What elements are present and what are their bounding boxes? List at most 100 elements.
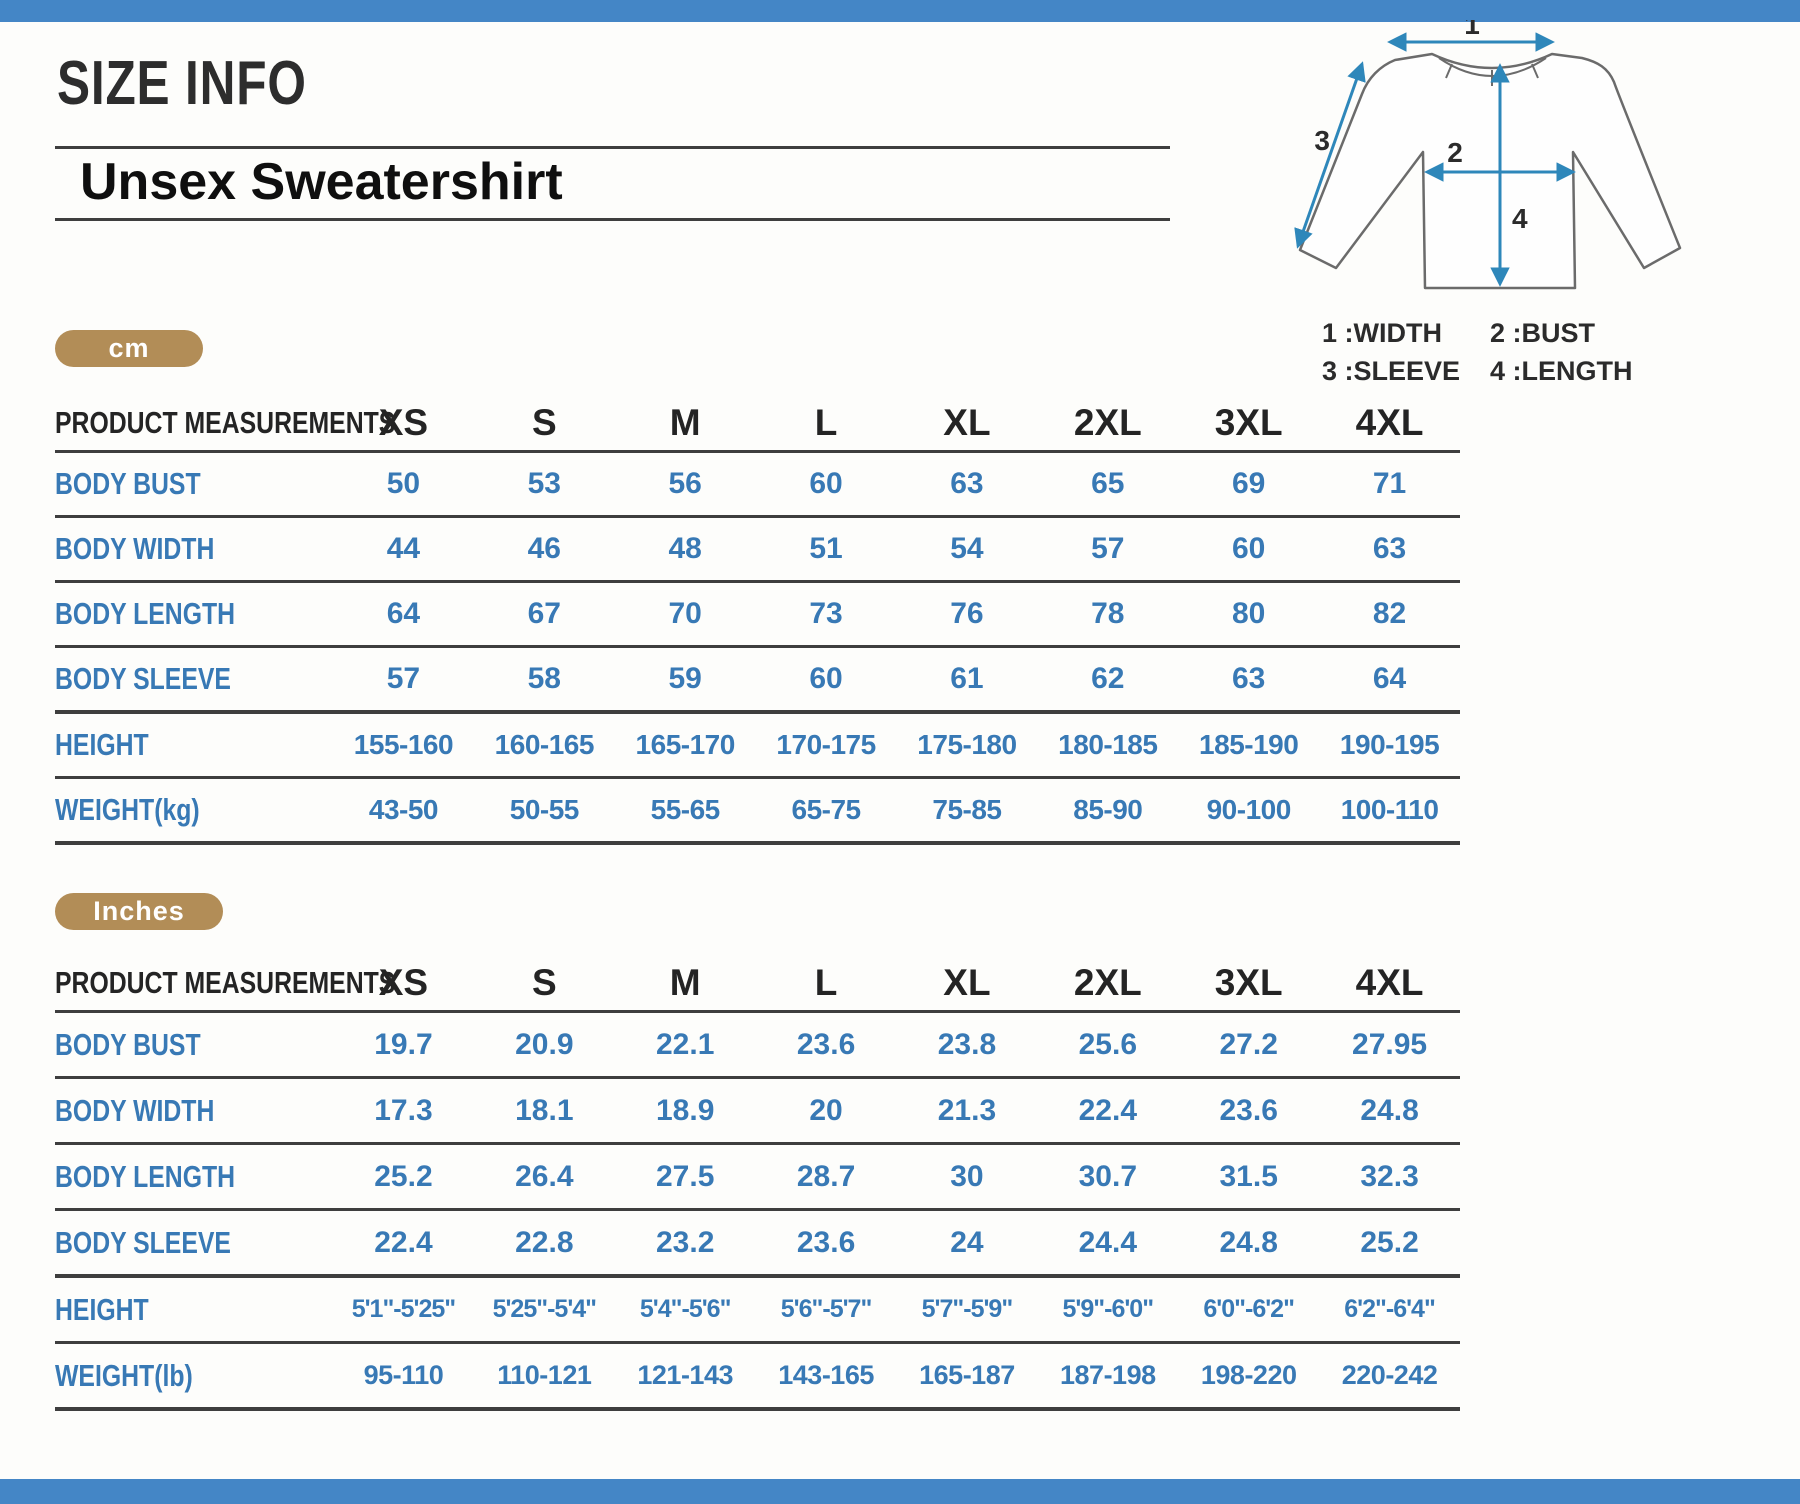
size-value: 64: [333, 581, 474, 648]
size-value: 180-185: [1037, 712, 1179, 779]
size-value: 32.3: [1319, 1143, 1460, 1211]
size-value: 65-75: [755, 777, 897, 845]
page-title-text: SIZE INFO: [57, 49, 307, 118]
size-column-header-3xl: 3XL: [1178, 395, 1320, 453]
sweatshirt-measurement-diagram: 1 2 3 4 1 :WIDTH 2 :BUST 3 :SLEEVE 4 :LE…: [1140, 9, 1760, 387]
size-value: 57: [333, 646, 474, 714]
size-table-header-row: PRODUCT MEASUREMENTS XS S M L XL 2XL 3XL 4XL: [55, 955, 1460, 1013]
row-label: BODY BUST: [55, 1011, 333, 1079]
size-value: 60: [1178, 516, 1320, 583]
size-value: 5'9"-6'0": [1037, 1276, 1179, 1344]
size-value: 50: [333, 451, 474, 518]
size-value: 165-187: [896, 1342, 1038, 1411]
measurements-column-header: PRODUCT MEASUREMENTS: [55, 955, 395, 1013]
size-value: 18.9: [614, 1077, 756, 1145]
row-label: BODY BUST: [55, 451, 333, 518]
inches-section: Inches PRODUCT MEASUREMENTS XS S M L XL 2XL 3XL…: [55, 893, 1460, 1411]
size-value: 57: [1037, 516, 1179, 583]
size-value: 17.3: [333, 1077, 474, 1145]
size-column-header-2xl: 2XL: [1037, 395, 1179, 453]
size-column-header-4xl: 4XL: [1319, 395, 1460, 453]
size-table-header-row: PRODUCT MEASUREMENTS XS S M L XL 2XL 3XL 4XL: [55, 395, 1460, 453]
size-column-header-s: S: [473, 395, 615, 453]
size-value: 60: [755, 646, 897, 714]
row-label: BODY SLEEVE: [55, 646, 333, 714]
size-value: 20.9: [473, 1011, 615, 1079]
size-value: 18.1: [473, 1077, 615, 1145]
size-value: 95-110: [333, 1342, 474, 1411]
size-value: 6'0"-6'2": [1178, 1276, 1320, 1344]
size-value: 50-55: [473, 777, 615, 845]
size-column-header-xl: XL: [896, 395, 1038, 453]
size-value: 48: [614, 516, 756, 583]
size-value: 5'6"-5'7": [755, 1276, 897, 1344]
size-value: 70: [614, 581, 756, 648]
size-value: 5'4"-5'6": [614, 1276, 756, 1344]
row-label: HEIGHT: [55, 1276, 333, 1344]
size-value: 19.7: [333, 1011, 474, 1079]
size-value: 23.6: [1178, 1077, 1320, 1145]
size-value: 82: [1319, 581, 1460, 648]
size-column-header-m: M: [614, 395, 756, 453]
size-value: 90-100: [1178, 777, 1320, 845]
table-row: BODY LENGTH 25.2 26.4 27.5 28.7 30 30.7 31.5 32.…: [55, 1143, 1460, 1211]
row-label: BODY WIDTH: [55, 516, 333, 583]
size-value: 59: [614, 646, 756, 714]
size-table-cm: PRODUCT MEASUREMENTS XS S M L XL 2XL 3XL 4XL BOD…: [55, 395, 1460, 845]
width-arrow-label: 1: [1464, 20, 1480, 40]
unit-badge-cm: cm: [55, 330, 203, 367]
table-row: BODY BUST 50 53 56 60 63 65 69 71: [55, 451, 1460, 518]
size-value: 75-85: [896, 777, 1038, 845]
size-column-header-3xl: 3XL: [1178, 955, 1320, 1013]
size-value: 22.4: [333, 1209, 474, 1278]
bust-arrow-label: 2: [1447, 137, 1463, 168]
cm-section: cm PRODUCT MEASUREMENTS XS S M L XL 2XL 3XL 4XL …: [55, 330, 1460, 845]
row-label: BODY SLEEVE: [55, 1209, 333, 1278]
divider-top: [55, 146, 1170, 149]
row-label: WEIGHT(lb): [55, 1342, 333, 1411]
size-value: 6'2"-6'4": [1319, 1276, 1460, 1344]
size-value: 100-110: [1319, 777, 1460, 845]
size-column-header-l: L: [755, 955, 897, 1013]
size-value: 160-165: [473, 712, 615, 779]
size-value: 155-160: [333, 712, 474, 779]
size-value: 22.8: [473, 1209, 615, 1278]
size-value: 23.8: [896, 1011, 1038, 1079]
legend-length: 4 :LENGTH: [1490, 356, 1633, 386]
size-value: 64: [1319, 646, 1460, 714]
size-column-header-xs: XS: [333, 955, 474, 1013]
size-value: 54: [896, 516, 1038, 583]
size-value: 27.5: [614, 1143, 756, 1211]
row-label: BODY WIDTH: [55, 1077, 333, 1145]
size-value: 25.6: [1037, 1011, 1179, 1079]
unit-badge-inches-text: Inches: [93, 896, 185, 926]
size-value: 220-242: [1319, 1342, 1460, 1411]
size-column-header-2xl: 2XL: [1037, 955, 1179, 1013]
legend-bust: 2 :BUST: [1490, 318, 1596, 348]
size-value: 43-50: [333, 777, 474, 845]
size-value: 55-65: [614, 777, 756, 845]
size-value: 58: [473, 646, 615, 714]
product-name: Unsex Sweatershirt: [80, 153, 563, 211]
size-value: 24.8: [1178, 1209, 1320, 1278]
divider-bottom: [55, 218, 1170, 221]
legend-width: 1 :WIDTH: [1322, 318, 1442, 348]
table-row: HEIGHT 5'1"-5'25" 5'25"-5'4" 5'4"-5'6" 5'6"-…: [55, 1276, 1460, 1344]
size-value: 76: [896, 581, 1038, 648]
size-value: 67: [473, 581, 615, 648]
size-value: 198-220: [1178, 1342, 1320, 1411]
size-value: 30.7: [1037, 1143, 1179, 1211]
size-value: 22.4: [1037, 1077, 1179, 1145]
sleeve-arrow: [1294, 61, 1366, 249]
size-value: 44: [333, 516, 474, 583]
size-value: 5'1"-5'25": [333, 1276, 474, 1344]
size-value: 71: [1319, 451, 1460, 518]
legend-sleeve: 3 :SLEEVE: [1322, 356, 1461, 386]
diagram-legend: 1 :WIDTH 2 :BUST 3 :SLEEVE 4 :LENGTH: [1322, 318, 1760, 387]
size-value: 24.8: [1319, 1077, 1460, 1145]
size-value: 25.2: [1319, 1209, 1460, 1278]
size-value: 23.2: [614, 1209, 756, 1278]
size-value: 110-121: [473, 1342, 615, 1411]
size-value: 23.6: [755, 1209, 897, 1278]
